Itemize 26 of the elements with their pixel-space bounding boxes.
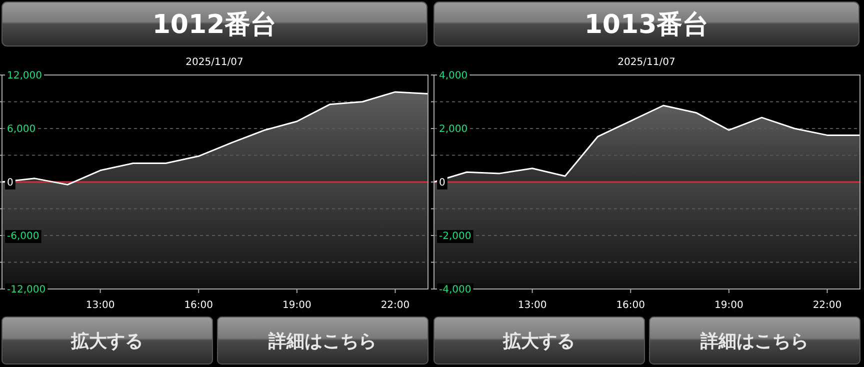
y-tick-label: 2,000 [439,124,468,135]
x-tick-label: 19:00 [282,300,312,311]
x-tick-label: 22:00 [380,300,410,311]
y-tick-label: 0 [439,178,446,188]
text: 拡大する [70,331,143,352]
text: 詳細はこちら [267,331,376,352]
x-tick-label: 22:00 [812,300,842,311]
y-tick-label: -2,000 [439,231,472,242]
x-tick-label: 16:00 [616,300,646,311]
chart-title: 1013番台 [584,10,709,40]
x-tick-label: 16:00 [184,300,214,311]
chart-subtitle: 2025/11/07 [186,57,244,68]
y-tick-label: 4,000 [439,70,468,82]
x-tick-label: 19:00 [714,300,744,311]
chart-title: 1012番台 [152,10,277,40]
y-tick-label: -12,000 [7,284,46,296]
y-tick-label: 12,000 [7,70,42,82]
y-tick-label: 0 [7,178,14,188]
y-tick-label: 6,000 [7,124,36,135]
text: 拡大する [502,331,575,352]
x-tick-label: 13:00 [518,300,547,311]
y-tick-label: -6,000 [7,231,40,242]
x-tick-label: 13:00 [86,300,115,311]
chart-subtitle: 2025/11/07 [618,57,676,68]
text: 詳細はこちら [699,331,808,352]
y-tick-label: -4,000 [439,284,472,296]
